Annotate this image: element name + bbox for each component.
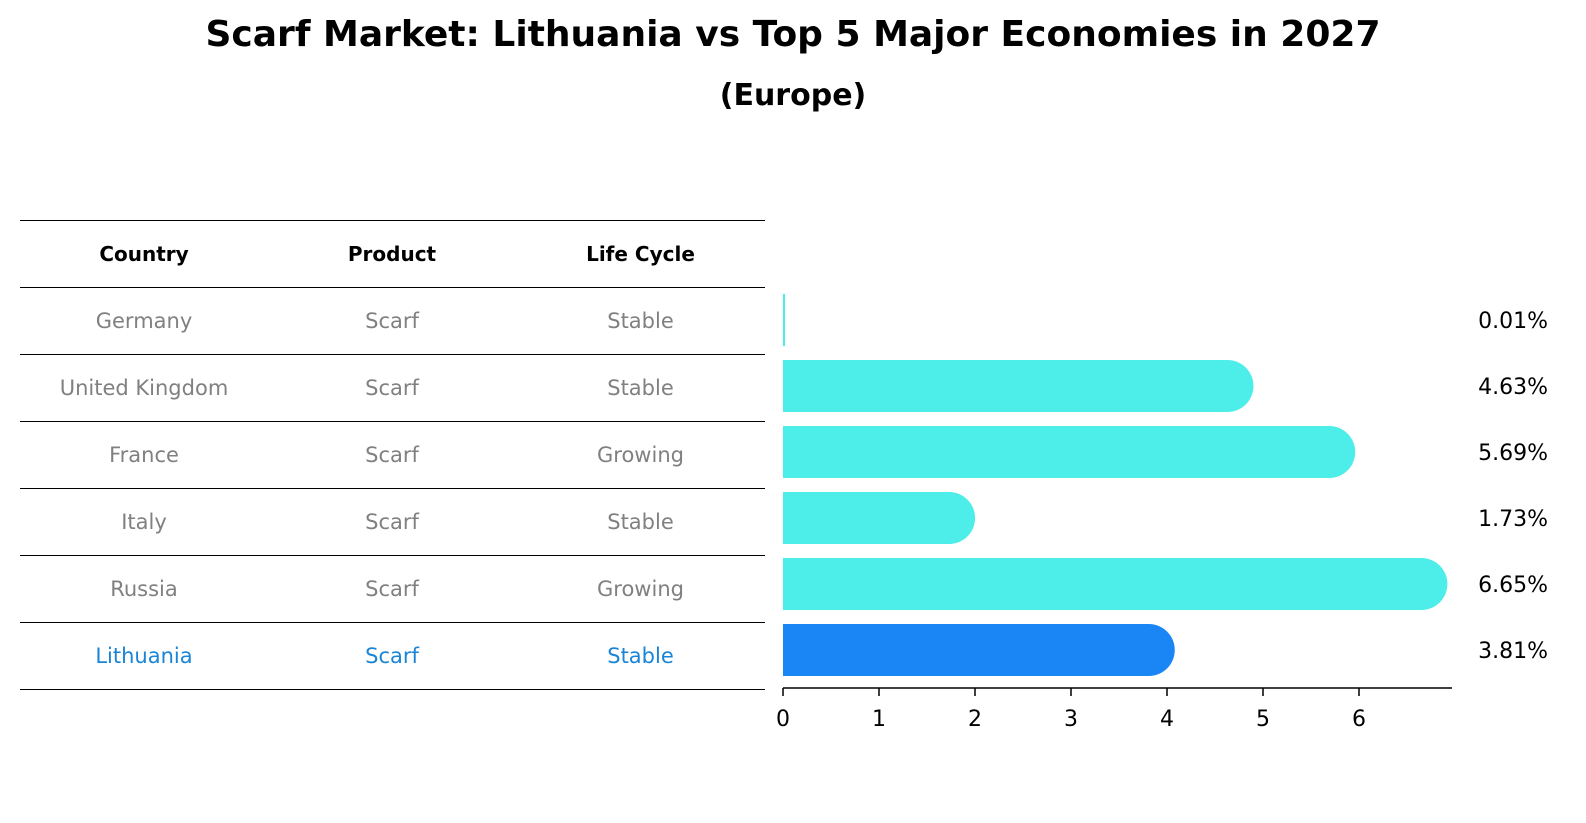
header-country: Country <box>99 242 189 266</box>
x-tick-label: 5 <box>1256 707 1270 732</box>
value-label: 4.63% <box>1478 375 1548 400</box>
table-row: Italy Scarf Stable <box>20 489 765 556</box>
x-tick-label: 3 <box>1064 707 1078 732</box>
x-tick-label: 0 <box>776 707 790 732</box>
bar-lithuania <box>783 624 1175 676</box>
x-tick-label: 4 <box>1160 707 1174 732</box>
table-row: Germany Scarf Stable <box>20 288 765 355</box>
header-life-cycle: Life Cycle <box>586 242 695 266</box>
x-tick-label: 6 <box>1352 707 1366 732</box>
country-cell: Lithuania <box>95 644 193 668</box>
product-cell: Scarf <box>365 376 419 400</box>
country-cell: France <box>109 443 179 467</box>
chart-subtitle: (Europe) <box>719 78 867 113</box>
value-label: 5.69% <box>1478 441 1548 466</box>
country-cell: Germany <box>95 309 193 333</box>
bar-germany <box>783 294 785 346</box>
bar-italy <box>783 492 976 544</box>
product-cell: Scarf <box>365 443 419 467</box>
product-cell: Scarf <box>365 309 419 333</box>
table-row: United Kingdom Scarf Stable <box>20 355 765 422</box>
life-cycle-cell: Growing <box>597 577 684 601</box>
life-cycle-cell: Growing <box>597 443 684 467</box>
product-cell: Scarf <box>365 510 419 534</box>
country-cell: Italy <box>121 510 167 534</box>
table-row: France Scarf Growing <box>20 422 765 489</box>
life-cycle-cell: Stable <box>607 644 674 668</box>
table-row-highlight: Lithuania Scarf Stable <box>20 623 765 690</box>
value-label: 6.65% <box>1478 573 1548 598</box>
country-cell: Russia <box>110 577 178 601</box>
life-cycle-cell: Stable <box>607 309 674 333</box>
data-table: Country Product Life Cycle Germany Scarf… <box>20 220 765 690</box>
chart-title: Scarf Market: Lithuania vs Top 5 Major E… <box>205 14 1381 55</box>
header-product: Product <box>347 242 437 266</box>
bar-france <box>783 426 1356 478</box>
x-tick-label: 2 <box>968 707 982 732</box>
bar-russia <box>783 558 1448 610</box>
life-cycle-cell: Stable <box>607 376 674 400</box>
table-header-row: Country Product Life Cycle <box>20 220 765 288</box>
product-cell: Scarf <box>365 644 419 668</box>
life-cycle-cell: Stable <box>607 510 674 534</box>
value-label: 0.01% <box>1478 309 1548 334</box>
product-cell: Scarf <box>365 577 419 601</box>
value-label: 1.73% <box>1478 507 1548 532</box>
value-label: 3.81% <box>1478 639 1548 664</box>
bar-united-kingdom <box>783 360 1254 412</box>
table-row: Russia Scarf Growing <box>20 556 765 623</box>
x-tick-label: 1 <box>872 707 886 732</box>
country-cell: United Kingdom <box>59 376 229 400</box>
